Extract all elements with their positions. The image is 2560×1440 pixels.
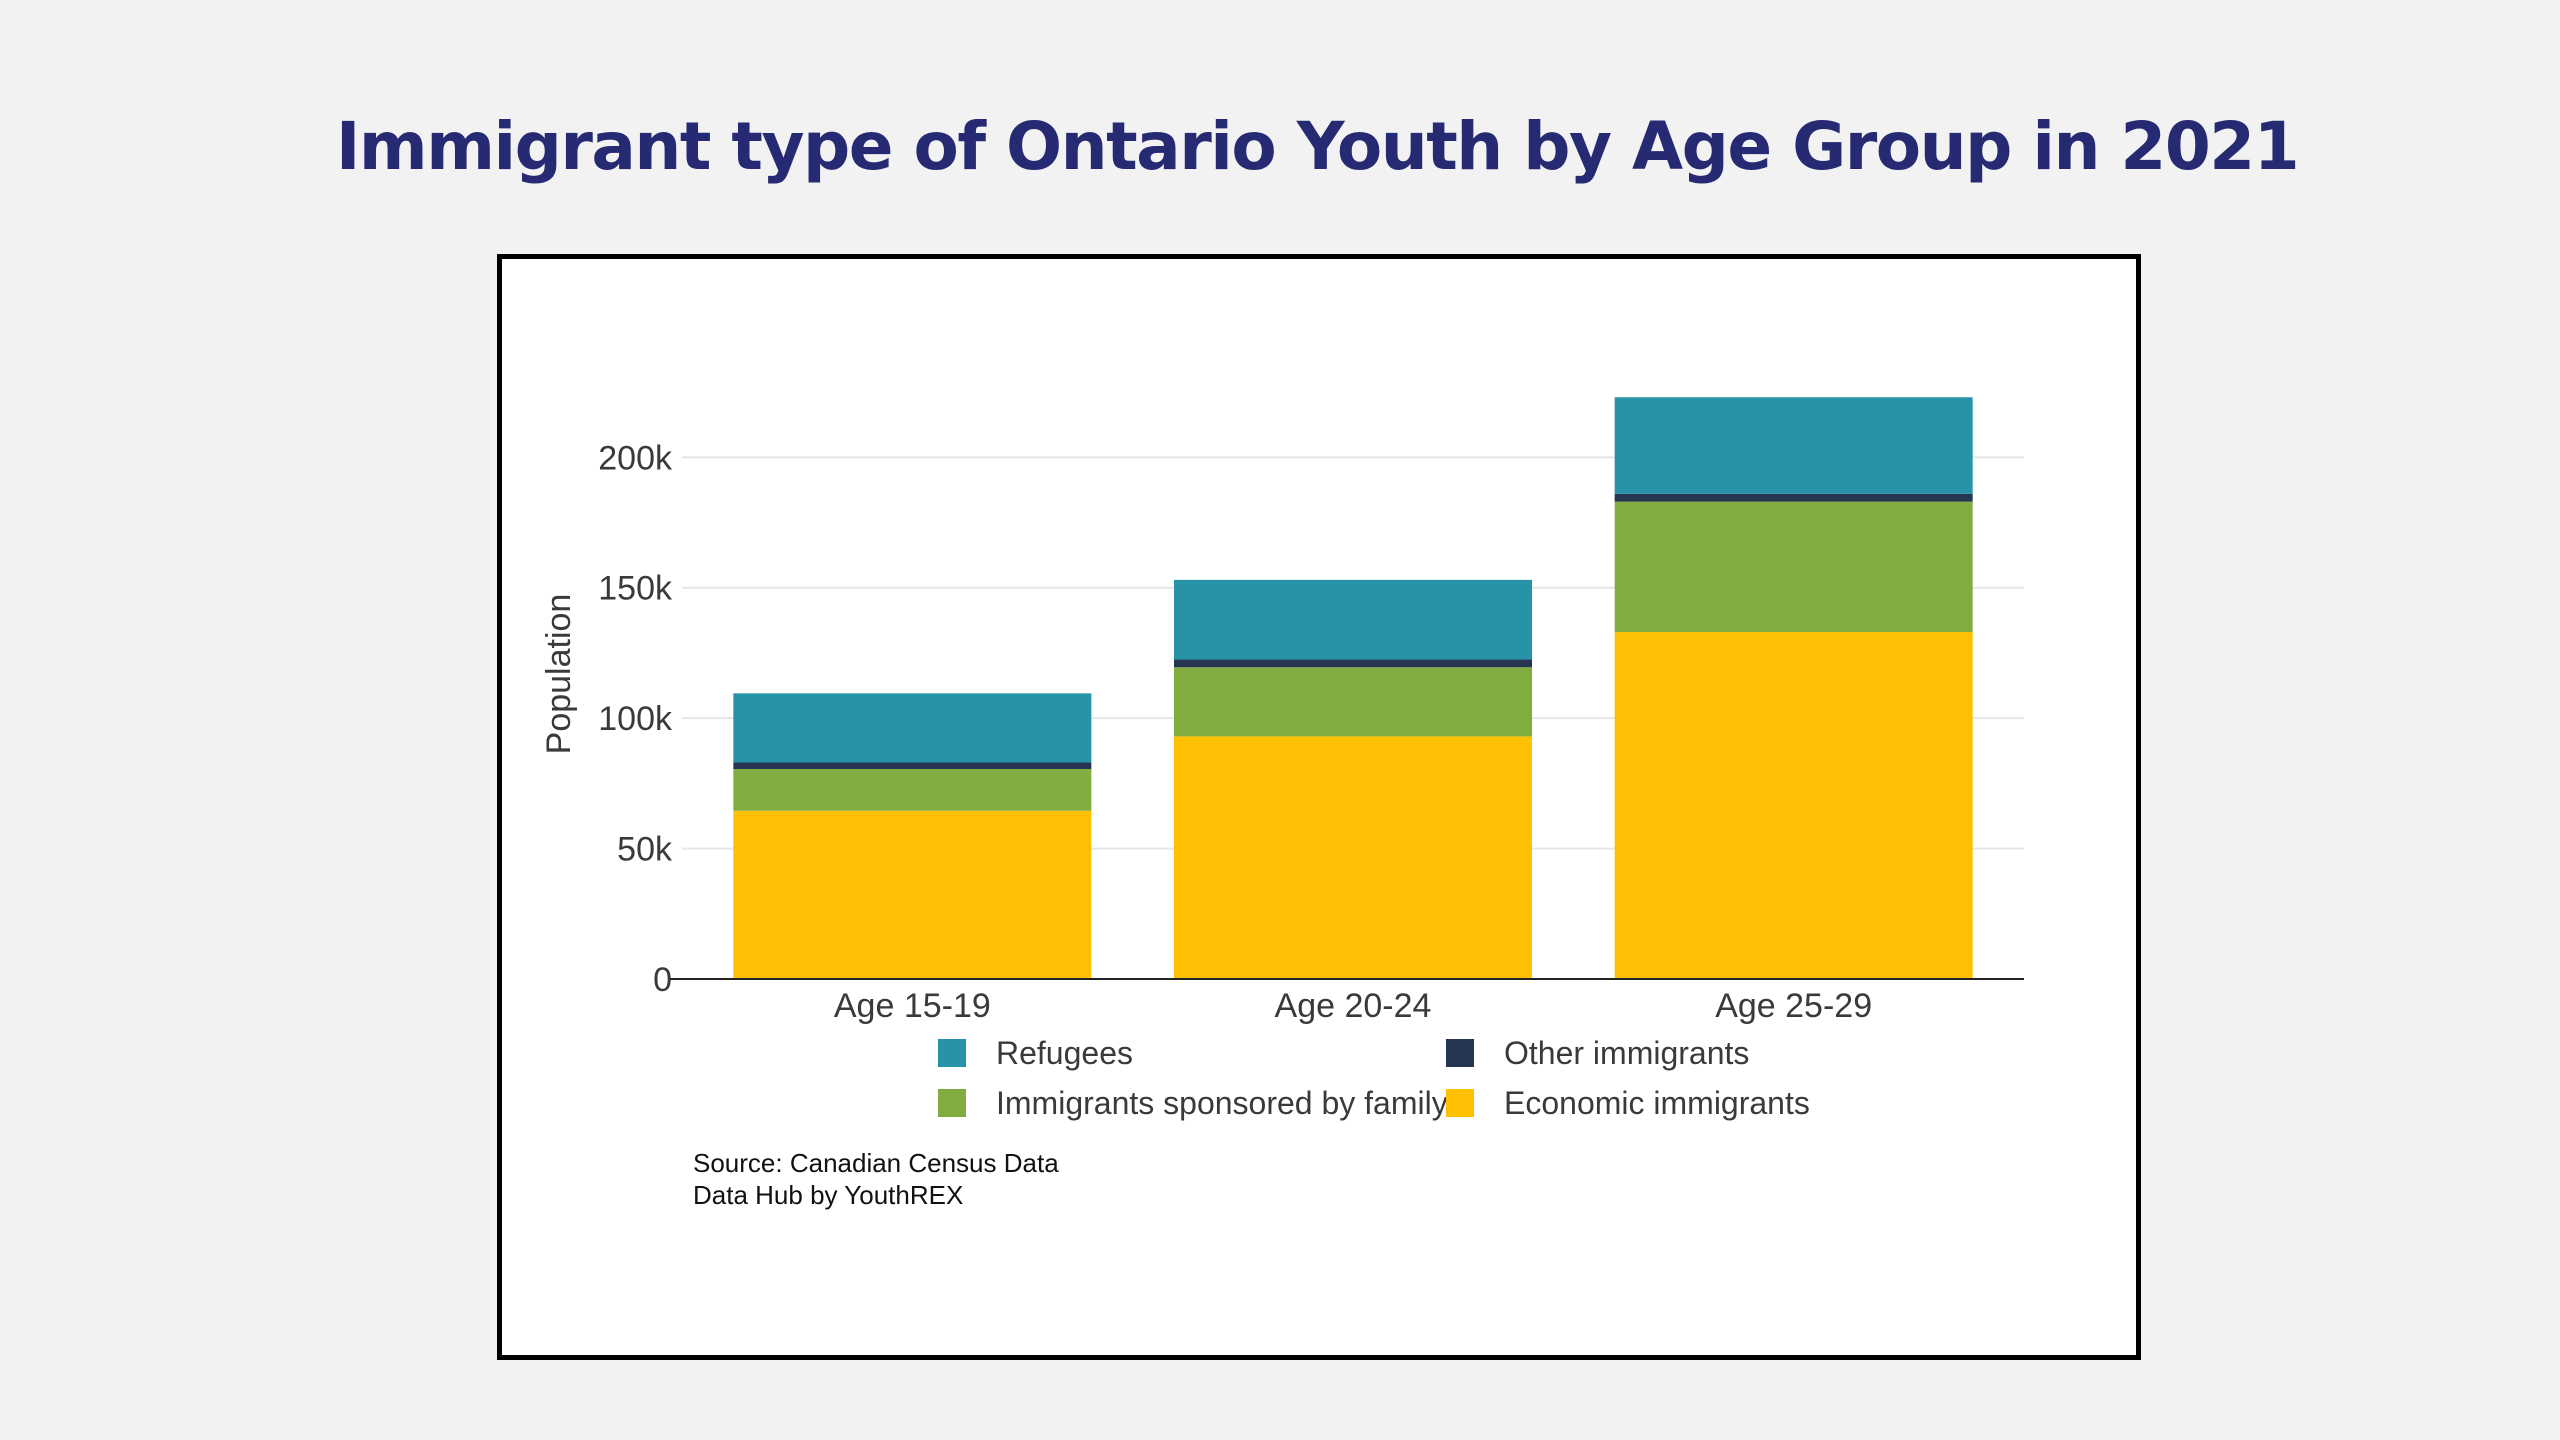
bar-age-20-24-other-immigrants: [1174, 659, 1532, 668]
bar-age-15-19-economic-immigrants: [733, 810, 1092, 979]
source-text: Source: Canadian Census Data Data Hub by…: [693, 1147, 1059, 1211]
legend-label-other-immigrants: Other immigrants: [1504, 1035, 1749, 1071]
bar-age-15-19-immigrants-sponsored-by-family: [733, 769, 1092, 811]
bar-age-25-29-refugees: [1614, 397, 1973, 494]
x-tick-label-age-15-19: Age 15-19: [834, 987, 991, 1025]
bar-age-25-29-other-immigrants: [1614, 493, 1973, 502]
chart-frame: 0 50k 100k 150k 200k Population Age 15-19 Age 2…: [497, 254, 2141, 1360]
legend: Refugees Other immigrants Immigrants spons…: [938, 1035, 1810, 1121]
page-title: Immigrant type of Ontario Youth by Age G…: [335, 108, 2300, 185]
legend-label-immigrants-sponsored-by-family: Immigrants sponsored by family: [996, 1085, 1448, 1121]
bar-age-20-24-refugees: [1174, 579, 1532, 660]
legend-swatch-economic-immigrants: [1446, 1089, 1474, 1117]
y-tick-label-100k: 100k: [598, 700, 673, 738]
y-tick-label-200k: 200k: [598, 439, 673, 477]
bars: [733, 397, 1973, 979]
bar-age-15-19-other-immigrants: [733, 762, 1092, 769]
x-tick-label-age-20-24: Age 20-24: [1275, 987, 1432, 1025]
y-tick-label-0: 0: [653, 961, 672, 999]
axes: 0 50k 100k 150k 200k Population Age 15-19 Age 2…: [540, 439, 2024, 1025]
legend-label-economic-immigrants: Economic immigrants: [1504, 1085, 1810, 1121]
legend-swatch-other-immigrants: [1446, 1039, 1474, 1067]
legend-swatch-immigrants-sponsored-by-family: [938, 1089, 966, 1117]
bar-age-25-29-economic-immigrants: [1614, 632, 1973, 979]
bar-age-25-29-immigrants-sponsored-by-family: [1614, 501, 1973, 633]
bar-age-20-24-economic-immigrants: [1174, 736, 1532, 979]
source-line-2: Data Hub by YouthREX: [693, 1180, 964, 1210]
y-tick-label-50k: 50k: [617, 831, 673, 869]
bar-age-15-19-refugees: [733, 693, 1092, 763]
y-axis-title: Population: [540, 594, 578, 755]
x-tick-label-age-25-29: Age 25-29: [1715, 987, 1872, 1025]
bar-age-20-24-immigrants-sponsored-by-family: [1174, 667, 1532, 737]
source-line-1: Source: Canadian Census Data: [693, 1148, 1059, 1178]
legend-swatch-refugees: [938, 1039, 966, 1067]
legend-label-refugees: Refugees: [996, 1035, 1133, 1071]
y-tick-label-150k: 150k: [598, 570, 673, 608]
stacked-bar-chart: 0 50k 100k 150k 200k Population Age 15-19 Age 2…: [540, 397, 2024, 1121]
